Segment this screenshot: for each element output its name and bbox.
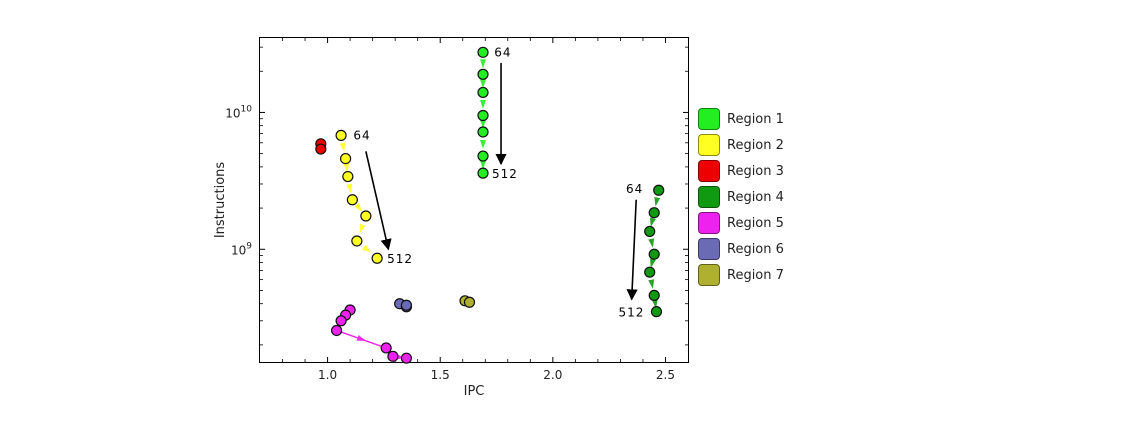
- series-arrowhead: [480, 59, 487, 69]
- data-point: [351, 235, 363, 247]
- x-tick-label: 1.0: [318, 368, 337, 382]
- legend-label: Region 4: [727, 190, 784, 205]
- series-arrowhead: [480, 99, 487, 109]
- data-point: [477, 86, 489, 99]
- series-arrowhead: [480, 160, 487, 170]
- series-arrowhead: [339, 142, 346, 152]
- data-point: [477, 167, 489, 179]
- series-7: [459, 295, 476, 308]
- legend-swatch: [698, 186, 720, 208]
- x-axis-label: IPC: [464, 384, 485, 399]
- legend-label: Region 7: [727, 268, 784, 283]
- data-point: [380, 342, 392, 354]
- data-point: [477, 68, 489, 80]
- series-arrowhead: [648, 279, 655, 289]
- legend-item: Region 3: [698, 159, 808, 185]
- data-point: [644, 225, 656, 238]
- annotation-start-label: 64: [626, 182, 643, 196]
- series-6: [394, 298, 413, 313]
- data-point: [335, 315, 347, 327]
- data-point: [653, 184, 665, 196]
- legend-swatch: [698, 238, 720, 260]
- series-layer: [315, 46, 665, 364]
- x-tick-label: 1.5: [431, 368, 450, 382]
- legend-item: Region 1: [698, 107, 808, 133]
- series-connector: [336, 329, 387, 349]
- data-point: [648, 207, 660, 219]
- axis-ticks: 1.0 1.5 2.0 2.5 109 1010: [225, 38, 688, 382]
- annotation-end-label: 512: [387, 252, 413, 266]
- series-arrowhead: [343, 163, 350, 173]
- annotation-arrow: [365, 151, 392, 251]
- legend-item: Region 7: [698, 263, 808, 289]
- series-arrowhead: [354, 202, 363, 212]
- series-arrowhead: [648, 238, 655, 248]
- data-point: [463, 296, 476, 308]
- data-point: [335, 129, 347, 141]
- series-arrowhead: [362, 244, 371, 253]
- series-2: [335, 129, 383, 264]
- series-arrowhead: [480, 140, 487, 150]
- data-point: [400, 352, 413, 364]
- data-point: [648, 248, 660, 260]
- x-tick-label: 2.5: [656, 368, 675, 382]
- legend-item: Region 6: [698, 237, 808, 263]
- series-arrowhead: [480, 119, 487, 129]
- series-arrowhead: [650, 258, 656, 269]
- plot-area: [259, 37, 689, 363]
- legend: Region 1 Region 2 Region 3 Region 4 Region 5…: [698, 107, 808, 289]
- series-arrowhead: [480, 79, 487, 89]
- x-tick-label: 2.0: [543, 368, 562, 382]
- legend-label: Region 3: [727, 164, 784, 179]
- annotations: 64 512 64 512 64 512: [353, 45, 644, 320]
- legend-label: Region 1: [727, 112, 784, 127]
- series-arrowhead: [654, 196, 661, 207]
- series-3: [315, 138, 327, 155]
- legend-item: Region 4: [698, 185, 808, 211]
- data-point: [371, 252, 383, 264]
- data-point: [648, 289, 660, 302]
- data-point: [315, 143, 327, 155]
- annotation-start-label: 64: [353, 128, 370, 142]
- series-4: [644, 184, 665, 318]
- annotation-end-label: 512: [618, 306, 644, 320]
- series-5: [330, 304, 413, 364]
- series-arrowhead: [359, 223, 366, 234]
- data-point: [400, 299, 413, 311]
- data-point: [340, 152, 352, 165]
- annotation-end-label: 512: [492, 167, 518, 181]
- annotation-start-label: 64: [494, 45, 511, 59]
- data-point: [644, 266, 656, 278]
- y-tick-label: 109: [231, 241, 252, 257]
- legend-swatch: [698, 160, 720, 182]
- series-1: [477, 46, 489, 179]
- y-tick-label: 1010: [225, 104, 252, 120]
- y-axis-label: Instructions: [213, 162, 228, 239]
- series-arrowhead: [346, 183, 353, 194]
- data-point: [650, 306, 663, 318]
- legend-item: Region 2: [698, 133, 808, 159]
- series-arrowhead: [649, 217, 656, 227]
- legend-label: Region 5: [727, 216, 784, 231]
- legend-swatch: [698, 108, 720, 130]
- legend-swatch: [698, 264, 720, 286]
- data-point: [477, 109, 489, 122]
- data-point: [387, 350, 399, 362]
- legend-swatch: [698, 134, 720, 156]
- data-point: [360, 210, 372, 222]
- data-point: [346, 194, 358, 206]
- data-point: [477, 150, 489, 162]
- data-point: [342, 170, 354, 183]
- data-point: [477, 126, 489, 138]
- legend-label: Region 2: [727, 138, 784, 153]
- legend-swatch: [698, 212, 720, 234]
- legend-item: Region 5: [698, 211, 808, 237]
- legend-label: Region 6: [727, 242, 784, 257]
- data-point: [477, 46, 489, 58]
- data-point: [330, 324, 343, 337]
- annotation-arrow: [626, 199, 638, 301]
